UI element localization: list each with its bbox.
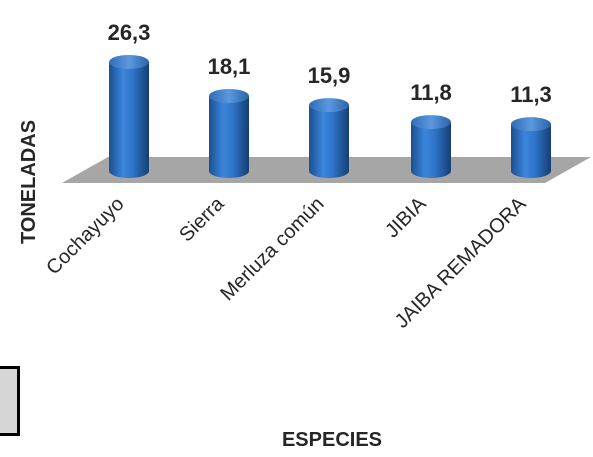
x-axis-title: ESPECIES — [282, 429, 382, 451]
bar-top-3 — [309, 98, 349, 113]
data-label-3: 15,9 — [308, 63, 351, 88]
category-label-2: Sierra — [175, 192, 229, 246]
bar-5 — [511, 124, 551, 178]
legend-box — [0, 366, 20, 436]
bar-top-1 — [109, 55, 149, 69]
y-axis-title: TONELADAS — [18, 120, 40, 244]
data-label-4: 11,8 — [410, 80, 452, 105]
data-label-2: 18,1 — [208, 54, 251, 79]
category-label-1: Cochayuyo — [42, 193, 128, 279]
bar-top-5 — [511, 117, 551, 132]
bar-4 — [411, 122, 451, 178]
bar-3 — [309, 105, 349, 178]
bar-1 — [109, 62, 149, 178]
category-label-4: JIBIA — [381, 193, 431, 243]
bar-2 — [209, 95, 249, 178]
category-label-3: Merluza común — [216, 193, 328, 305]
data-label-1: 26,3 — [108, 20, 151, 45]
bars-layer — [109, 55, 551, 178]
bar-top-2 — [209, 88, 249, 103]
data-label-5: 11,3 — [510, 82, 552, 107]
bar-top-4 — [411, 115, 451, 130]
